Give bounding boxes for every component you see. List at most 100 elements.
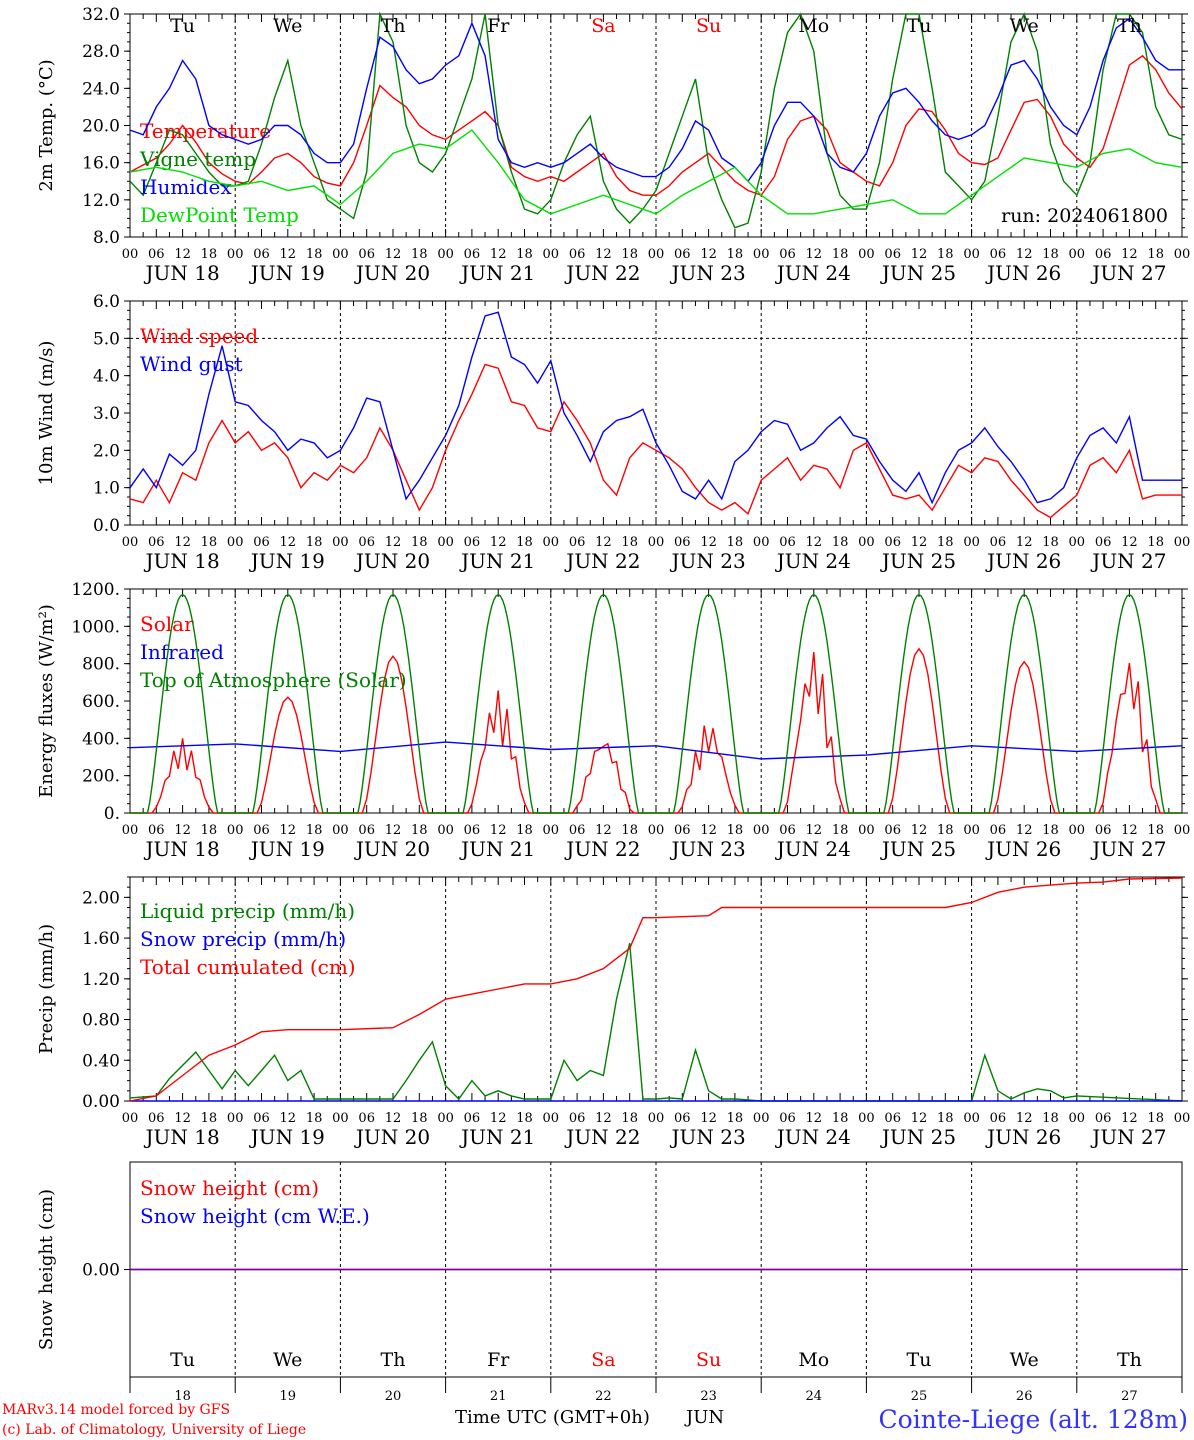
day-label: JUN 23	[670, 261, 746, 285]
hour-tick-label: 18	[306, 535, 323, 550]
hour-tick-label: 00	[332, 247, 349, 262]
hour-tick-label: 18	[937, 535, 954, 550]
hour-tick-label: 00	[437, 535, 454, 550]
hour-tick-label: 12	[174, 247, 191, 262]
station-label: Cointe-Liege (alt. 128m)	[879, 1405, 1188, 1434]
wind-y-axis-label: 10m Wind (m/s)	[36, 341, 57, 486]
weekday-label: We	[1010, 15, 1039, 37]
bottom-weekday-label: Su	[696, 1349, 721, 1371]
hour-tick-label: 12	[1016, 823, 1033, 838]
hour-tick-label: 00	[543, 247, 560, 262]
weekday-label: Mo	[798, 15, 829, 37]
day-label: JUN 20	[354, 837, 430, 861]
day-label: JUN 24	[775, 837, 851, 861]
hour-tick-label: 00	[122, 823, 139, 838]
hour-tick-label: 00	[1174, 247, 1191, 262]
hour-tick-label: 06	[1095, 247, 1112, 262]
y-tick-label: 1000.	[71, 617, 120, 637]
hour-tick-label: 12	[490, 535, 507, 550]
day-label: JUN 24	[775, 1125, 851, 1149]
weekday-label: We	[273, 15, 302, 37]
day-label: JUN 20	[354, 261, 430, 285]
hour-tick-label: 18	[411, 247, 428, 262]
hour-tick-label: 06	[464, 535, 481, 550]
day-label: JUN 26	[985, 549, 1061, 573]
hour-tick-label: 12	[490, 823, 507, 838]
model-credit: MARv3.14 model forced by GFS	[2, 1402, 230, 1418]
hour-tick-label: 00	[122, 535, 139, 550]
day-label: JUN 25	[880, 549, 956, 573]
bottom-day-number: 19	[280, 1389, 297, 1404]
hour-tick-label: 06	[358, 823, 375, 838]
hour-tick-label: 00	[858, 535, 875, 550]
bottom-weekday-label: Fr	[487, 1349, 510, 1371]
day-label: JUN 18	[144, 261, 220, 285]
day-label: JUN 25	[880, 1125, 956, 1149]
day-label: JUN 27	[1090, 261, 1166, 285]
month-label: JUN	[684, 1407, 724, 1428]
y-tick-label: 20.0	[82, 117, 120, 137]
hour-tick-label: 00	[648, 823, 665, 838]
day-label: JUN 26	[985, 837, 1061, 861]
y-tick-label: 24.0	[82, 79, 120, 99]
hour-tick-label: 06	[148, 1111, 165, 1126]
hour-tick-label: 06	[148, 823, 165, 838]
day-label: JUN 25	[880, 261, 956, 285]
hour-tick-label: 12	[911, 247, 928, 262]
hour-tick-label: 00	[1174, 823, 1191, 838]
bottom-day-number: 22	[595, 1389, 612, 1404]
hour-tick-label: 06	[253, 1111, 270, 1126]
hour-tick-label: 18	[727, 247, 744, 262]
hour-tick-label: 00	[1069, 535, 1086, 550]
bottom-weekday-label: Tu	[907, 1349, 932, 1371]
y-tick-label: 400.	[82, 729, 120, 749]
hour-tick-label: 12	[911, 823, 928, 838]
hour-tick-label: 00	[753, 535, 770, 550]
hour-tick-label: 18	[1042, 535, 1059, 550]
hour-tick-label: 12	[385, 1111, 402, 1126]
precip-series-total-cumulated-cm-	[129, 877, 1183, 1102]
hour-tick-label: 12	[700, 1111, 717, 1126]
hour-tick-label: 12	[700, 823, 717, 838]
y-tick-label: 12.0	[82, 191, 120, 211]
hour-tick-label: 00	[753, 247, 770, 262]
y-tick-label: 800.	[82, 655, 120, 675]
hour-tick-label: 06	[674, 247, 691, 262]
panels: 8.0 12.0 16.0 20.0 24.0 28.0 32.0 2m Temp. (°C)…	[36, 5, 1190, 1393]
hour-tick-label: 12	[595, 1111, 612, 1126]
hour-tick-label: 12	[806, 535, 823, 550]
hour-tick-label: 18	[1042, 1111, 1059, 1126]
hour-tick-label: 06	[569, 535, 586, 550]
weekday-label: Tu	[907, 15, 932, 37]
legend-liquid-precip-mm-h-: Liquid precip (mm/h)	[140, 899, 355, 923]
hour-tick-label: 00	[437, 1111, 454, 1126]
hour-tick-label: 00	[227, 823, 244, 838]
hour-tick-label: 12	[595, 823, 612, 838]
hour-tick-label: 06	[358, 535, 375, 550]
day-label: JUN 23	[670, 837, 746, 861]
hour-tick-label: 18	[832, 247, 849, 262]
bottom-weekday-row: Tu We Th Fr Sa Su Mo Tu We Th	[170, 1349, 1142, 1371]
hour-tick-label: 00	[543, 1111, 560, 1126]
hour-tick-label: 00	[543, 823, 560, 838]
hour-tick-label: 12	[385, 535, 402, 550]
hour-tick-label: 12	[1016, 535, 1033, 550]
hour-tick-label: 00	[963, 535, 980, 550]
legend-dewpoint-temp: DewPoint Temp	[140, 203, 299, 227]
hour-tick-label: 06	[1095, 535, 1112, 550]
hour-tick-label: 06	[253, 823, 270, 838]
day-label: JUN 27	[1090, 1125, 1166, 1149]
hour-tick-label: 18	[516, 1111, 533, 1126]
weekday-label: Fr	[487, 15, 510, 37]
time-axis-label: Time UTC (GMT+0h)	[455, 1407, 650, 1428]
hour-tick-label: 18	[937, 1111, 954, 1126]
weekday-label: Sa	[591, 15, 615, 37]
legend-snow-height-cm-: Snow height (cm)	[140, 1176, 319, 1200]
hour-tick-label: 12	[280, 535, 297, 550]
day-label: JUN 25	[880, 837, 956, 861]
hour-tick-label: 18	[306, 247, 323, 262]
hour-tick-label: 12	[806, 823, 823, 838]
day-label: JUN 22	[564, 261, 640, 285]
y-tick-label: 5.0	[93, 329, 120, 349]
hour-tick-label: 18	[1147, 247, 1164, 262]
